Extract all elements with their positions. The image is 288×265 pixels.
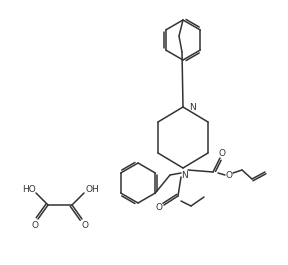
Text: OH: OH — [85, 184, 99, 193]
Text: O: O — [156, 204, 162, 213]
Text: N: N — [189, 103, 196, 112]
Text: O: O — [226, 170, 232, 179]
Text: O: O — [31, 220, 39, 229]
Text: O: O — [82, 220, 88, 229]
Text: HO: HO — [22, 184, 36, 193]
Text: O: O — [219, 148, 226, 157]
Text: N: N — [182, 171, 188, 180]
